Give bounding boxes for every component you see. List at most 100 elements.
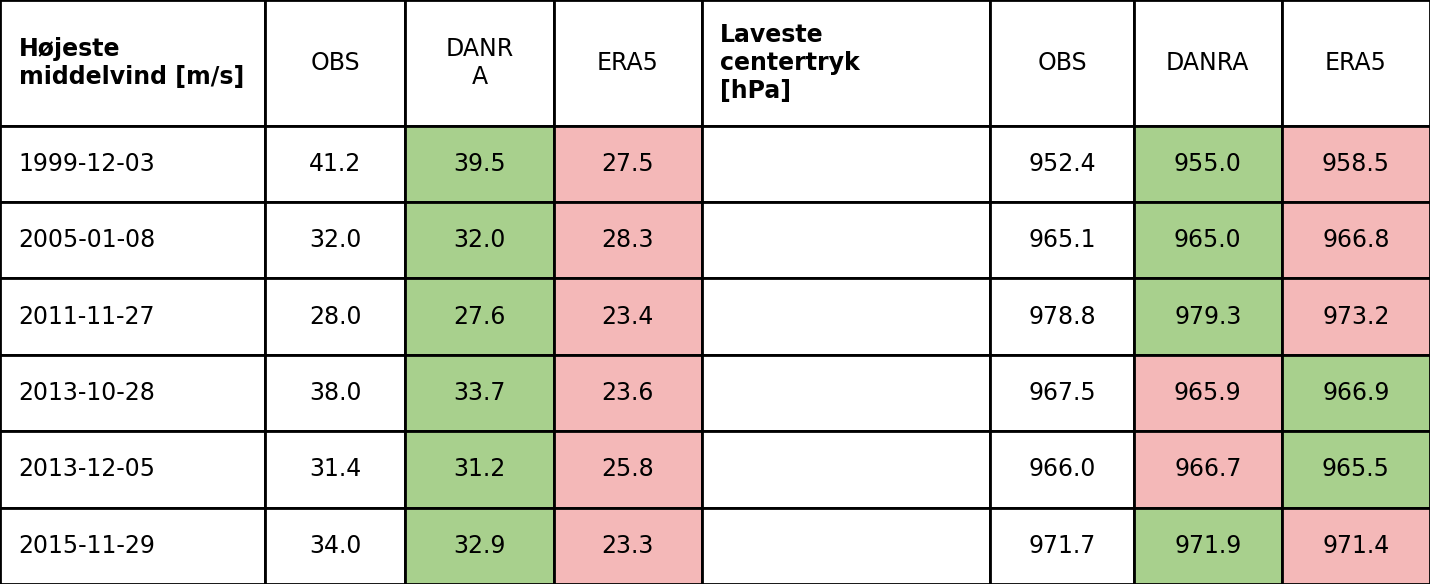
Text: DANR
A: DANR A <box>445 37 513 89</box>
Text: Laveste
centertryk
[hPa]: Laveste centertryk [hPa] <box>721 23 859 103</box>
Text: 28.3: 28.3 <box>602 228 654 252</box>
Text: 955.0: 955.0 <box>1174 152 1241 176</box>
Text: 2005-01-08: 2005-01-08 <box>19 228 156 252</box>
Bar <box>1281 354 1430 431</box>
Bar <box>553 354 702 431</box>
Text: 967.5: 967.5 <box>1028 381 1095 405</box>
Bar <box>990 431 1134 507</box>
Text: 39.5: 39.5 <box>453 152 506 176</box>
Text: ERA5: ERA5 <box>1326 51 1387 75</box>
Bar <box>0 0 265 126</box>
Bar <box>553 126 702 202</box>
Bar <box>990 354 1134 431</box>
Text: 23.6: 23.6 <box>602 381 654 405</box>
Text: 23.3: 23.3 <box>602 534 654 558</box>
Text: OBS: OBS <box>1037 51 1087 75</box>
Bar <box>0 354 265 431</box>
Bar <box>1134 0 1281 126</box>
Bar <box>1281 202 1430 279</box>
Text: 965.5: 965.5 <box>1321 457 1390 481</box>
Bar <box>990 202 1134 279</box>
Bar <box>1134 279 1281 354</box>
Bar <box>990 507 1134 584</box>
Text: 32.0: 32.0 <box>453 228 506 252</box>
Text: 23.4: 23.4 <box>602 305 654 329</box>
Bar <box>1281 0 1430 126</box>
Bar <box>406 279 553 354</box>
Bar <box>265 354 406 431</box>
Text: 38.0: 38.0 <box>309 381 362 405</box>
Text: 966.9: 966.9 <box>1323 381 1390 405</box>
Text: 965.1: 965.1 <box>1028 228 1095 252</box>
Text: 966.8: 966.8 <box>1323 228 1390 252</box>
Bar <box>990 126 1134 202</box>
Bar <box>1134 431 1281 507</box>
Bar <box>553 0 702 126</box>
Bar <box>702 279 990 354</box>
Bar <box>1281 431 1430 507</box>
Text: 2015-11-29: 2015-11-29 <box>19 534 156 558</box>
Bar <box>265 507 406 584</box>
Text: 971.7: 971.7 <box>1028 534 1095 558</box>
Bar <box>990 0 1134 126</box>
Bar <box>0 202 265 279</box>
Text: OBS: OBS <box>310 51 360 75</box>
Text: 25.8: 25.8 <box>601 457 654 481</box>
Text: ERA5: ERA5 <box>596 51 659 75</box>
Text: 2013-10-28: 2013-10-28 <box>19 381 156 405</box>
Text: 978.8: 978.8 <box>1028 305 1095 329</box>
Bar <box>702 354 990 431</box>
Bar <box>702 0 990 126</box>
Text: 27.5: 27.5 <box>602 152 654 176</box>
Bar <box>406 354 553 431</box>
Bar <box>1134 507 1281 584</box>
Bar <box>265 431 406 507</box>
Bar <box>406 507 553 584</box>
Text: 33.7: 33.7 <box>453 381 506 405</box>
Bar <box>0 279 265 354</box>
Text: 31.4: 31.4 <box>309 457 362 481</box>
Bar <box>1281 507 1430 584</box>
Bar <box>265 126 406 202</box>
Text: 965.9: 965.9 <box>1174 381 1241 405</box>
Text: 958.5: 958.5 <box>1321 152 1390 176</box>
Text: 965.0: 965.0 <box>1174 228 1241 252</box>
Bar <box>0 431 265 507</box>
Bar <box>553 202 702 279</box>
Text: 32.0: 32.0 <box>309 228 362 252</box>
Bar <box>1134 202 1281 279</box>
Text: 41.2: 41.2 <box>309 152 362 176</box>
Text: 32.9: 32.9 <box>453 534 506 558</box>
Bar <box>0 507 265 584</box>
Bar <box>1134 126 1281 202</box>
Text: 2013-12-05: 2013-12-05 <box>19 457 156 481</box>
Text: 966.0: 966.0 <box>1028 457 1095 481</box>
Bar <box>406 0 553 126</box>
Bar <box>0 126 265 202</box>
Bar <box>1281 279 1430 354</box>
Text: DANRA: DANRA <box>1165 51 1250 75</box>
Text: 31.2: 31.2 <box>453 457 506 481</box>
Bar <box>265 279 406 354</box>
Bar <box>702 202 990 279</box>
Bar <box>990 279 1134 354</box>
Text: 973.2: 973.2 <box>1323 305 1390 329</box>
Text: Højeste
middelvind [m/s]: Højeste middelvind [m/s] <box>19 37 245 89</box>
Text: 2011-11-27: 2011-11-27 <box>19 305 154 329</box>
Text: 952.4: 952.4 <box>1028 152 1095 176</box>
Text: 979.3: 979.3 <box>1174 305 1241 329</box>
Text: 966.7: 966.7 <box>1174 457 1241 481</box>
Bar <box>406 126 553 202</box>
Text: 971.9: 971.9 <box>1174 534 1241 558</box>
Text: 1999-12-03: 1999-12-03 <box>19 152 156 176</box>
Bar <box>702 431 990 507</box>
Bar <box>406 202 553 279</box>
Bar <box>406 431 553 507</box>
Text: 28.0: 28.0 <box>309 305 362 329</box>
Text: 971.4: 971.4 <box>1323 534 1390 558</box>
Bar <box>702 507 990 584</box>
Bar <box>1134 354 1281 431</box>
Bar <box>553 507 702 584</box>
Bar <box>553 279 702 354</box>
Bar <box>265 202 406 279</box>
